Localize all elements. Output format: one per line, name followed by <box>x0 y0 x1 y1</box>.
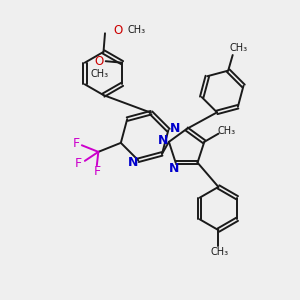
Text: F: F <box>93 165 100 178</box>
Text: F: F <box>72 137 80 150</box>
Text: N: N <box>128 156 138 169</box>
Text: N: N <box>170 122 180 135</box>
Text: O: O <box>114 24 123 37</box>
Text: CH₃: CH₃ <box>218 126 236 136</box>
Text: F: F <box>75 158 82 170</box>
Text: N: N <box>169 162 179 175</box>
Text: N: N <box>158 134 168 147</box>
Text: CH₃: CH₃ <box>128 25 146 35</box>
Text: CH₃: CH₃ <box>90 69 108 79</box>
Text: CH₃: CH₃ <box>229 44 247 53</box>
Text: CH₃: CH₃ <box>211 247 229 257</box>
Text: O: O <box>94 55 104 68</box>
